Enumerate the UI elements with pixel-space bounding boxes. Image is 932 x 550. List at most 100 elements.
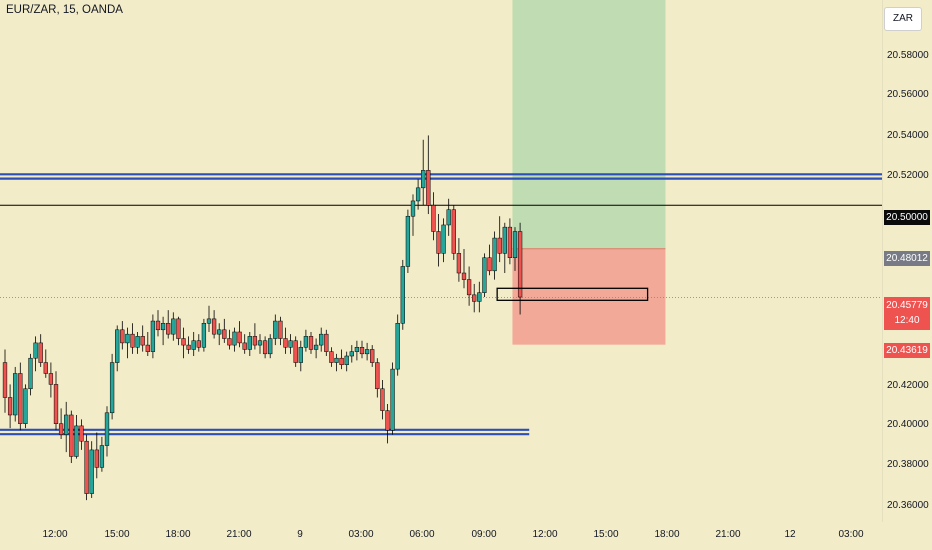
candle-body bbox=[375, 362, 380, 390]
price-tick: 20.52000 bbox=[887, 170, 929, 181]
time-tick: 21:00 bbox=[226, 529, 252, 540]
candle-body bbox=[405, 215, 411, 267]
candle-body bbox=[329, 351, 334, 363]
price-axis-border bbox=[882, 0, 883, 522]
time-tick: 03:00 bbox=[838, 529, 864, 540]
candle-body bbox=[160, 322, 166, 331]
candle-body bbox=[217, 329, 222, 335]
candle-body bbox=[466, 279, 472, 296]
candle-body bbox=[446, 209, 451, 226]
time-tick: 9 bbox=[297, 529, 303, 540]
candle-body bbox=[512, 231, 518, 258]
candle-body bbox=[451, 209, 456, 254]
candle-body bbox=[43, 362, 48, 374]
price-tick: 20.56000 bbox=[887, 89, 929, 100]
stop-zone bbox=[512, 248, 666, 345]
candle-body bbox=[395, 322, 400, 370]
candle-body bbox=[242, 342, 247, 350]
candle-body bbox=[247, 336, 252, 350]
profit-zone bbox=[512, 0, 666, 249]
symbol-title[interactable]: EUR/ZAR, 15, OANDA bbox=[6, 4, 123, 16]
candle-body bbox=[227, 338, 232, 346]
candle-body bbox=[303, 336, 309, 348]
time-tick: 12 bbox=[784, 529, 796, 540]
candle-body bbox=[415, 187, 421, 202]
candle-body bbox=[109, 362, 115, 414]
stop-price-tag: 20.43619 bbox=[884, 343, 930, 358]
time-tick: 03:00 bbox=[348, 529, 374, 540]
candle-body bbox=[58, 423, 64, 435]
candle-body bbox=[268, 338, 273, 355]
time-tick: 06:00 bbox=[409, 529, 435, 540]
candle-body bbox=[517, 231, 523, 298]
candle-body bbox=[125, 333, 130, 344]
candle-body bbox=[482, 257, 487, 293]
candle-body bbox=[492, 237, 497, 272]
candle-body bbox=[145, 344, 150, 352]
candle-body bbox=[477, 292, 482, 302]
candle-body bbox=[400, 266, 405, 324]
candle-body bbox=[339, 357, 344, 365]
candle-body bbox=[359, 347, 365, 355]
marked-box bbox=[496, 287, 649, 301]
candle-body bbox=[461, 272, 467, 280]
candle-body bbox=[293, 340, 298, 363]
candle-body bbox=[390, 368, 395, 431]
candle-body bbox=[130, 333, 135, 348]
candle-body bbox=[89, 449, 94, 494]
time-tick: 09:00 bbox=[471, 529, 497, 540]
bar-countdown: 12:40 bbox=[894, 315, 920, 326]
candle-body bbox=[421, 170, 426, 189]
candle-body bbox=[354, 347, 360, 352]
candle-body bbox=[385, 410, 390, 431]
candle-body bbox=[201, 322, 207, 348]
candle-body bbox=[150, 320, 156, 352]
candle-body bbox=[257, 340, 263, 346]
candle-body bbox=[115, 329, 120, 363]
candle-body bbox=[497, 237, 502, 254]
candle-body bbox=[319, 333, 324, 346]
candle-body bbox=[196, 340, 201, 348]
price-tick: 20.38000 bbox=[887, 459, 929, 470]
candle-body bbox=[166, 322, 171, 335]
candle-body bbox=[191, 340, 196, 350]
candle-body bbox=[380, 388, 385, 411]
candle-body bbox=[48, 373, 54, 385]
candle-body bbox=[349, 351, 354, 357]
candle-body bbox=[436, 231, 441, 254]
price-tick: 20.54000 bbox=[887, 130, 929, 141]
candle-body bbox=[313, 344, 319, 350]
candle-body bbox=[135, 336, 140, 348]
candle-body bbox=[487, 257, 492, 272]
candle-body bbox=[7, 397, 13, 416]
candle-body bbox=[278, 320, 283, 339]
time-tick: 18:00 bbox=[165, 529, 191, 540]
level-price-tag: 20.50000 bbox=[884, 210, 930, 225]
candle-body bbox=[507, 226, 513, 258]
candle-body bbox=[502, 226, 507, 254]
time-tick: 12:00 bbox=[42, 529, 68, 540]
currency-button[interactable]: ZAR bbox=[884, 7, 922, 31]
candle-body bbox=[74, 425, 79, 457]
candle-body bbox=[370, 349, 375, 363]
candle-body bbox=[181, 338, 186, 346]
time-tick: 15:00 bbox=[104, 529, 130, 540]
candle-body bbox=[211, 318, 217, 335]
candle-body bbox=[344, 355, 349, 365]
candle-body bbox=[120, 329, 125, 344]
candle-body bbox=[38, 342, 43, 363]
candle-body bbox=[232, 331, 237, 346]
price-tick: 20.42000 bbox=[887, 380, 929, 391]
candle-body bbox=[283, 338, 288, 348]
price-tick: 20.36000 bbox=[887, 500, 929, 511]
candle-body bbox=[410, 200, 416, 217]
candle-body bbox=[171, 318, 176, 335]
candle-body bbox=[155, 320, 161, 331]
time-tick: 18:00 bbox=[654, 529, 680, 540]
candle-body bbox=[104, 412, 110, 446]
candle-body bbox=[140, 336, 145, 346]
candle-body bbox=[84, 440, 89, 494]
candle-body bbox=[472, 294, 477, 302]
